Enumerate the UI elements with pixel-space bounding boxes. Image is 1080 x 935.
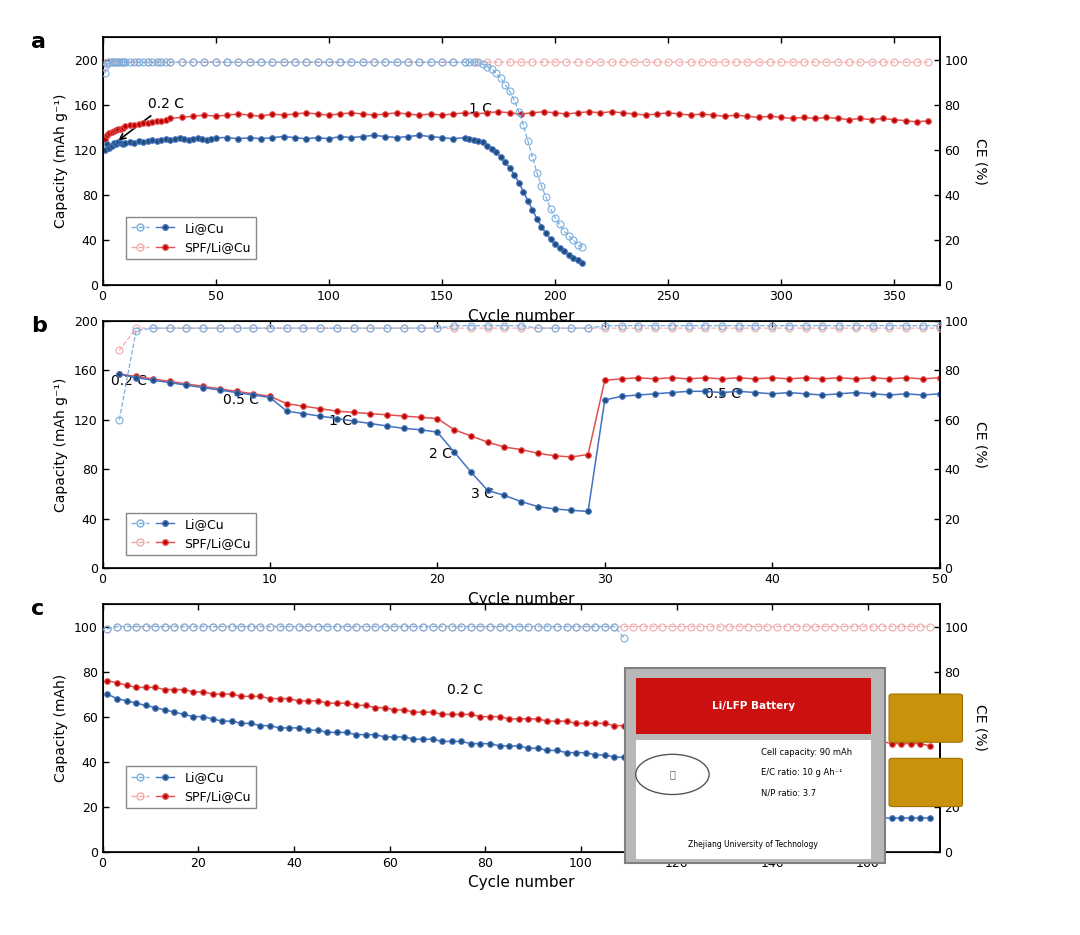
Text: 0.2 C: 0.2 C xyxy=(120,97,184,139)
Y-axis label: CE (%): CE (%) xyxy=(974,704,988,752)
Text: E/C ratio: 10 g Ah⁻¹: E/C ratio: 10 g Ah⁻¹ xyxy=(760,768,842,777)
Text: 0.2 C: 0.2 C xyxy=(447,683,483,698)
Text: a: a xyxy=(31,33,46,52)
Text: c: c xyxy=(31,599,44,619)
Legend: Li@Cu, SPF/Li@Cu: Li@Cu, SPF/Li@Cu xyxy=(125,217,256,259)
Text: Li/LFP Battery: Li/LFP Battery xyxy=(712,701,795,711)
Legend: Li@Cu, SPF/Li@Cu: Li@Cu, SPF/Li@Cu xyxy=(125,766,256,809)
FancyBboxPatch shape xyxy=(889,694,962,742)
Text: Zhejiang University of Technology: Zhejiang University of Technology xyxy=(688,841,819,849)
Bar xyxy=(624,668,886,863)
Text: 3 C: 3 C xyxy=(471,487,494,501)
Text: 2 C: 2 C xyxy=(429,447,451,461)
Text: 0.5 C: 0.5 C xyxy=(224,393,259,407)
X-axis label: Cycle number: Cycle number xyxy=(468,875,575,890)
Text: 0.2 C: 0.2 C xyxy=(111,374,147,388)
Bar xyxy=(636,741,870,859)
Bar xyxy=(636,678,870,734)
Text: Cell capacity: 90 mAh: Cell capacity: 90 mAh xyxy=(760,748,852,756)
Text: b: b xyxy=(31,316,48,336)
X-axis label: Cycle number: Cycle number xyxy=(468,309,575,324)
Y-axis label: Capacity (mAh): Capacity (mAh) xyxy=(54,674,68,782)
Text: 工: 工 xyxy=(670,770,675,780)
Text: 1 C: 1 C xyxy=(328,414,352,428)
Text: 1 C: 1 C xyxy=(469,102,492,116)
X-axis label: Cycle number: Cycle number xyxy=(468,592,575,607)
Text: 0.5 C: 0.5 C xyxy=(705,386,741,400)
Y-axis label: CE (%): CE (%) xyxy=(974,137,988,185)
Y-axis label: Capacity (mAh g⁻¹): Capacity (mAh g⁻¹) xyxy=(54,378,68,511)
Text: N/P ratio: 3.7: N/P ratio: 3.7 xyxy=(760,788,815,797)
Y-axis label: Capacity (mAh g⁻¹): Capacity (mAh g⁻¹) xyxy=(54,94,68,228)
FancyBboxPatch shape xyxy=(889,758,962,807)
Legend: Li@Cu, SPF/Li@Cu: Li@Cu, SPF/Li@Cu xyxy=(125,512,256,554)
Y-axis label: CE (%): CE (%) xyxy=(974,421,988,468)
